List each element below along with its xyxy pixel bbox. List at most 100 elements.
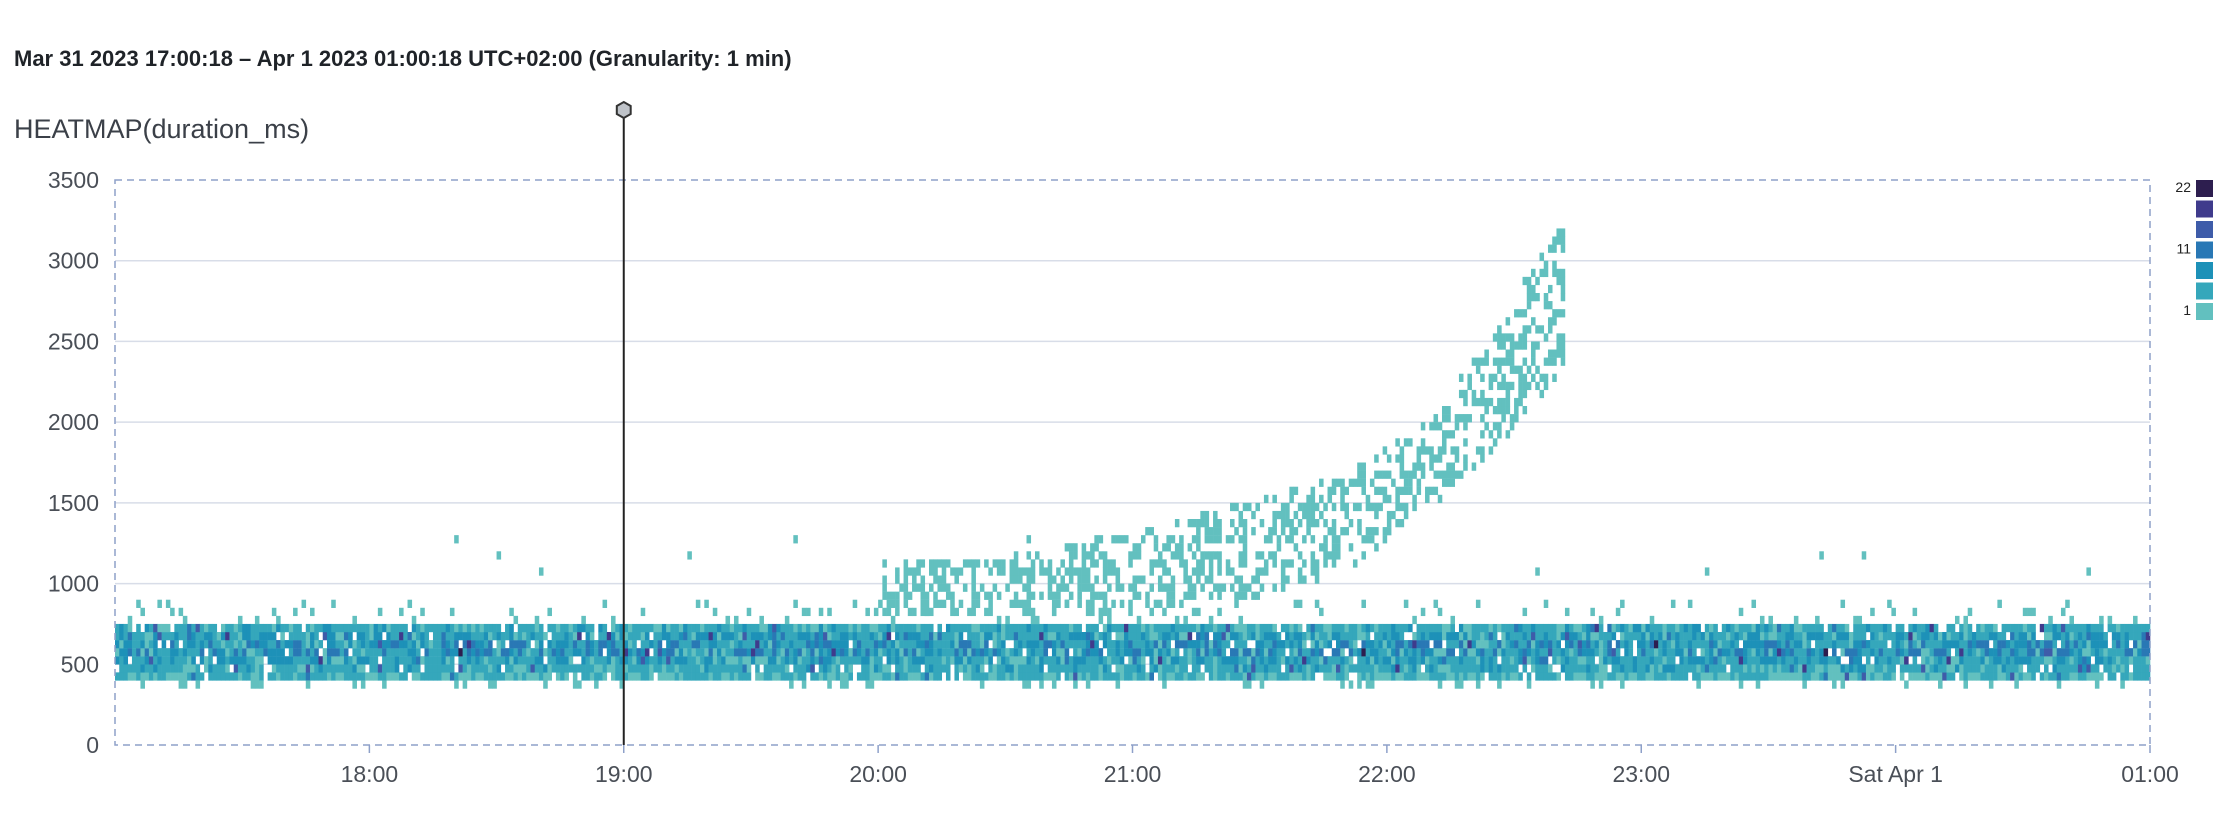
heatmap-cell[interactable] <box>1077 575 1082 584</box>
heatmap-cell[interactable] <box>1238 664 1244 673</box>
heatmap-cell[interactable] <box>653 623 658 633</box>
heatmap-cell[interactable] <box>1730 656 1735 665</box>
heatmap-cell[interactable] <box>2005 656 2011 665</box>
heatmap-cell[interactable] <box>1293 599 1299 608</box>
heatmap-cell[interactable] <box>861 656 866 665</box>
heatmap-cell[interactable] <box>454 640 459 649</box>
heatmap-cell[interactable] <box>598 640 603 649</box>
heatmap-cell[interactable] <box>1522 357 1528 366</box>
heatmap-cell[interactable] <box>1034 664 1040 673</box>
heatmap-cell[interactable] <box>280 656 285 665</box>
heatmap-cell[interactable] <box>984 632 989 641</box>
heatmap-cell[interactable] <box>1806 648 1812 657</box>
heatmap-cell[interactable] <box>2010 632 2015 641</box>
heatmap-cell[interactable] <box>1535 632 1540 641</box>
heatmap-cell[interactable] <box>449 648 455 657</box>
heatmap-cell[interactable] <box>967 623 972 633</box>
heatmap-cell[interactable] <box>2048 648 2053 657</box>
heatmap-cell[interactable] <box>1323 535 1328 544</box>
heatmap-cell[interactable] <box>564 656 569 665</box>
heatmap-cell[interactable] <box>1378 656 1383 665</box>
heatmap-cell[interactable] <box>903 575 909 584</box>
heatmap-cell[interactable] <box>1119 599 1125 608</box>
heatmap-cell[interactable] <box>1060 648 1065 657</box>
heatmap-cell[interactable] <box>1552 632 1557 641</box>
heatmap-cell[interactable] <box>585 632 591 641</box>
heatmap-cell[interactable] <box>861 664 866 673</box>
heatmap-cell[interactable] <box>1213 535 1218 544</box>
heatmap-cell[interactable] <box>1870 672 1875 681</box>
heatmap-cell[interactable] <box>1225 567 1231 576</box>
heatmap-cell[interactable] <box>2044 672 2049 681</box>
heatmap-cell[interactable] <box>882 664 887 673</box>
heatmap-cell[interactable] <box>589 623 595 633</box>
heatmap-cell[interactable] <box>1374 502 1379 512</box>
heatmap-cell[interactable] <box>1942 672 1947 681</box>
heatmap-cell[interactable] <box>933 632 938 641</box>
heatmap-cell[interactable] <box>530 623 536 633</box>
heatmap-cell[interactable] <box>369 640 374 649</box>
heatmap-cell[interactable] <box>2065 648 2070 657</box>
heatmap-cell[interactable] <box>2048 632 2053 641</box>
heatmap-cell[interactable] <box>1297 656 1303 665</box>
heatmap-cell[interactable] <box>1336 551 1341 560</box>
heatmap-cell[interactable] <box>1844 664 1850 673</box>
heatmap-cell[interactable] <box>869 623 875 633</box>
heatmap-cell[interactable] <box>1285 656 1290 665</box>
heatmap-cell[interactable] <box>267 632 273 641</box>
heatmap-cell[interactable] <box>1230 664 1235 673</box>
heatmap-cell[interactable] <box>2039 648 2045 657</box>
heatmap-cell[interactable] <box>182 656 188 665</box>
heatmap-cell[interactable] <box>2111 640 2117 649</box>
heatmap-cell[interactable] <box>1976 664 1981 673</box>
heatmap-cell[interactable] <box>1204 648 1210 657</box>
heatmap-cell[interactable] <box>178 632 184 641</box>
heatmap-cell[interactable] <box>1683 632 1689 641</box>
heatmap-cell[interactable] <box>1344 527 1350 536</box>
heatmap-cell[interactable] <box>1369 640 1375 649</box>
heatmap-cell[interactable] <box>873 648 879 657</box>
heatmap-cell[interactable] <box>225 623 230 633</box>
heatmap-cell[interactable] <box>1043 640 1049 649</box>
heatmap-cell[interactable] <box>1043 656 1049 665</box>
heatmap-cell[interactable] <box>674 648 680 657</box>
heatmap-cell[interactable] <box>1501 357 1506 366</box>
heatmap-cell[interactable] <box>1213 648 1218 657</box>
heatmap-cell[interactable] <box>538 632 544 641</box>
heatmap-cell[interactable] <box>1149 527 1154 536</box>
heatmap-cell[interactable] <box>1051 599 1057 608</box>
heatmap-cell[interactable] <box>471 656 476 665</box>
heatmap-cell[interactable] <box>1361 656 1366 665</box>
heatmap-cell[interactable] <box>2145 640 2151 649</box>
heatmap-cell[interactable] <box>920 591 926 600</box>
heatmap-cell[interactable] <box>1938 656 1943 665</box>
heatmap-cell[interactable] <box>1255 632 1260 641</box>
heatmap-cell[interactable] <box>1764 648 1769 657</box>
heatmap-cell[interactable] <box>1611 656 1617 665</box>
heatmap-cell[interactable] <box>627 640 633 649</box>
heatmap-cell[interactable] <box>793 672 798 681</box>
heatmap-cell[interactable] <box>1026 575 1032 584</box>
heatmap-cell[interactable] <box>2120 640 2125 649</box>
heatmap-cell[interactable] <box>1929 664 1935 673</box>
heatmap-cell[interactable] <box>1810 648 1816 657</box>
heatmap-cell[interactable] <box>1963 640 1968 649</box>
heatmap-cell[interactable] <box>356 656 362 665</box>
heatmap-cell[interactable] <box>1005 583 1010 592</box>
heatmap-cell[interactable] <box>1348 648 1354 657</box>
heatmap-cell[interactable] <box>1556 640 1561 649</box>
heatmap-cell[interactable] <box>1590 632 1595 641</box>
heatmap-cell[interactable] <box>1564 672 1570 681</box>
heatmap-cell[interactable] <box>1518 672 1523 681</box>
heatmap-cell[interactable] <box>1967 656 1973 665</box>
heatmap-cell[interactable] <box>199 648 205 657</box>
heatmap-cell[interactable] <box>1649 672 1655 681</box>
heatmap-cell[interactable] <box>801 664 807 673</box>
heatmap-cell[interactable] <box>1535 365 1540 374</box>
heatmap-cell[interactable] <box>1560 341 1566 350</box>
heatmap-cell[interactable] <box>1704 640 1710 649</box>
heatmap-cell[interactable] <box>191 640 196 649</box>
heatmap-cell[interactable] <box>1399 672 1405 681</box>
heatmap-cell[interactable] <box>1348 543 1354 552</box>
heatmap-cell[interactable] <box>1213 672 1218 681</box>
